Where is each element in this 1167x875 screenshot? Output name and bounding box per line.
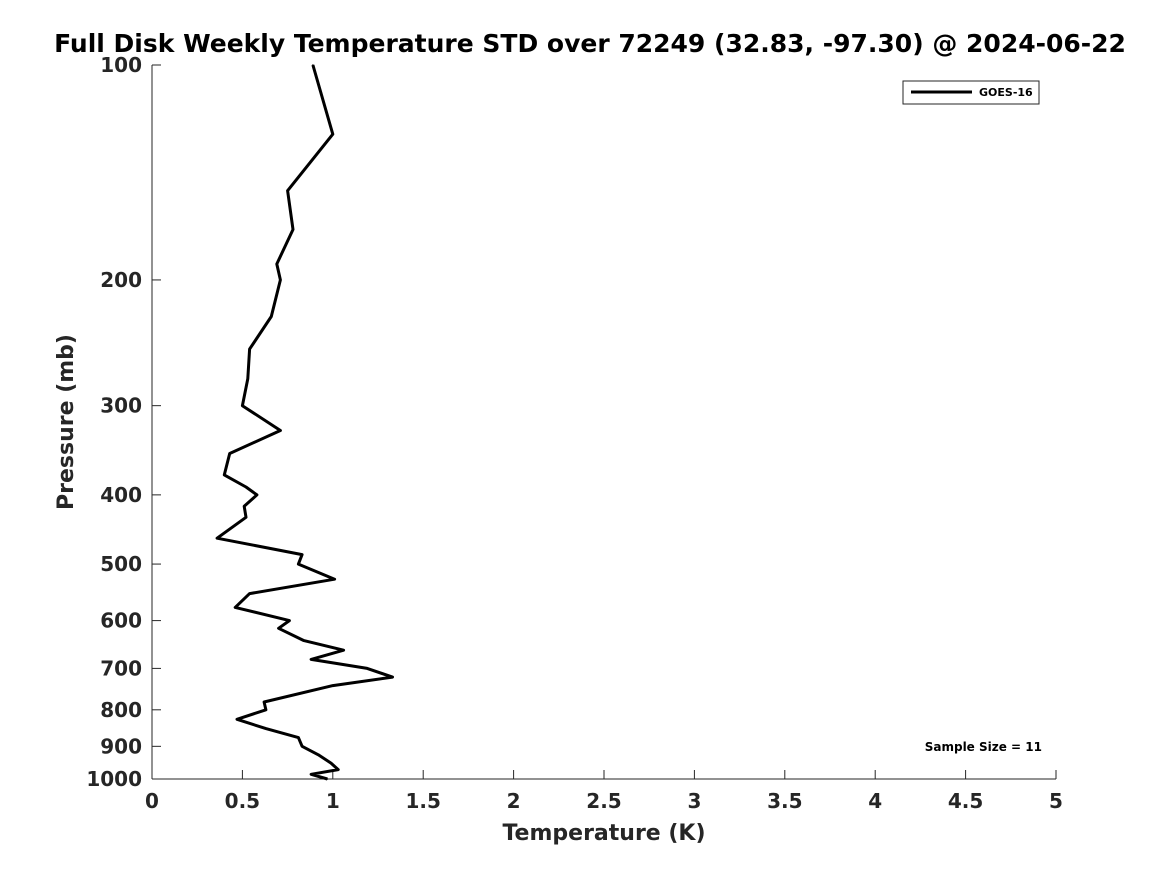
data-point (245, 486, 247, 488)
data-point (310, 658, 312, 661)
data-point (297, 736, 300, 739)
x-tick-label: 2.5 (586, 789, 621, 813)
series-line-goes16 (215, 64, 394, 781)
x-tick-label: 0.5 (225, 789, 260, 813)
data-point (263, 701, 265, 703)
data-point (330, 762, 332, 764)
data-point (333, 578, 336, 580)
data-point (301, 745, 303, 748)
data-point (241, 404, 244, 407)
chart-title: Full Disk Weekly Temperature STD over 72… (54, 29, 1126, 58)
data-point (303, 639, 305, 642)
data-point (301, 553, 303, 556)
plot-area (151, 65, 1056, 780)
data-point (312, 64, 314, 66)
x-tick-label: 3 (687, 789, 701, 813)
x-tick-label: 1.5 (405, 789, 440, 813)
data-point (248, 592, 251, 595)
sample-size-annotation: Sample Size = 11 (925, 740, 1042, 754)
data-point (228, 452, 231, 455)
x-tick-label: 4 (868, 789, 882, 813)
data-point (236, 718, 238, 721)
legend: GOES-16 (902, 80, 1040, 105)
data-point (286, 189, 289, 192)
data-point (243, 505, 245, 508)
data-point (317, 754, 320, 756)
data-point (247, 377, 249, 380)
data-point (326, 778, 329, 780)
data-point (234, 606, 236, 609)
data-point (310, 773, 312, 776)
series-layer (215, 64, 394, 781)
data-point (332, 133, 334, 135)
data-point (342, 649, 345, 651)
data-point (279, 429, 282, 432)
x-tick-label: 2 (507, 789, 521, 813)
y-tick-label: 1000 (86, 767, 142, 791)
data-point (265, 709, 267, 711)
data-point (332, 684, 334, 687)
y-tick-label: 800 (100, 698, 142, 722)
y-tick-label: 900 (100, 734, 142, 758)
data-point (265, 727, 267, 730)
data-point (288, 619, 291, 622)
data-point (256, 494, 258, 496)
x-tick-label: 3.5 (767, 789, 802, 813)
data-point (391, 676, 394, 678)
y-tick-label: 200 (100, 268, 142, 292)
data-point (248, 348, 251, 350)
y-ticks: 100 200 300 400 500 600 700 800 900 1000 (86, 53, 161, 791)
data-point (279, 279, 282, 281)
data-point (223, 474, 226, 476)
data-point (292, 228, 294, 231)
y-tick-label: 400 (100, 483, 142, 507)
data-point (337, 768, 340, 771)
data-point (245, 516, 247, 519)
data-point (366, 667, 369, 670)
y-tick-label: 500 (100, 552, 142, 576)
y-tick-label: 300 (100, 394, 142, 418)
data-point (297, 563, 300, 565)
x-tick-label: 0 (145, 789, 159, 813)
x-ticks: 0 0.5 1 1.5 2 2.5 3 3.5 4 4.5 5 (145, 770, 1063, 813)
data-point (277, 627, 280, 630)
x-tick-label: 1 (326, 789, 340, 813)
x-axis-label: Temperature (K) (502, 821, 705, 846)
data-point (216, 537, 218, 539)
data-point (276, 263, 278, 265)
y-tick-label: 600 (100, 609, 142, 633)
y-tick-label: 100 (100, 53, 142, 77)
data-point (270, 315, 273, 318)
y-tick-label: 700 (100, 656, 142, 680)
x-tick-label: 5 (1049, 789, 1063, 813)
x-tick-label: 4.5 (948, 789, 983, 813)
legend-label-goes16: GOES-16 (979, 86, 1033, 99)
y-axis-label: Pressure (mb) (54, 334, 79, 510)
